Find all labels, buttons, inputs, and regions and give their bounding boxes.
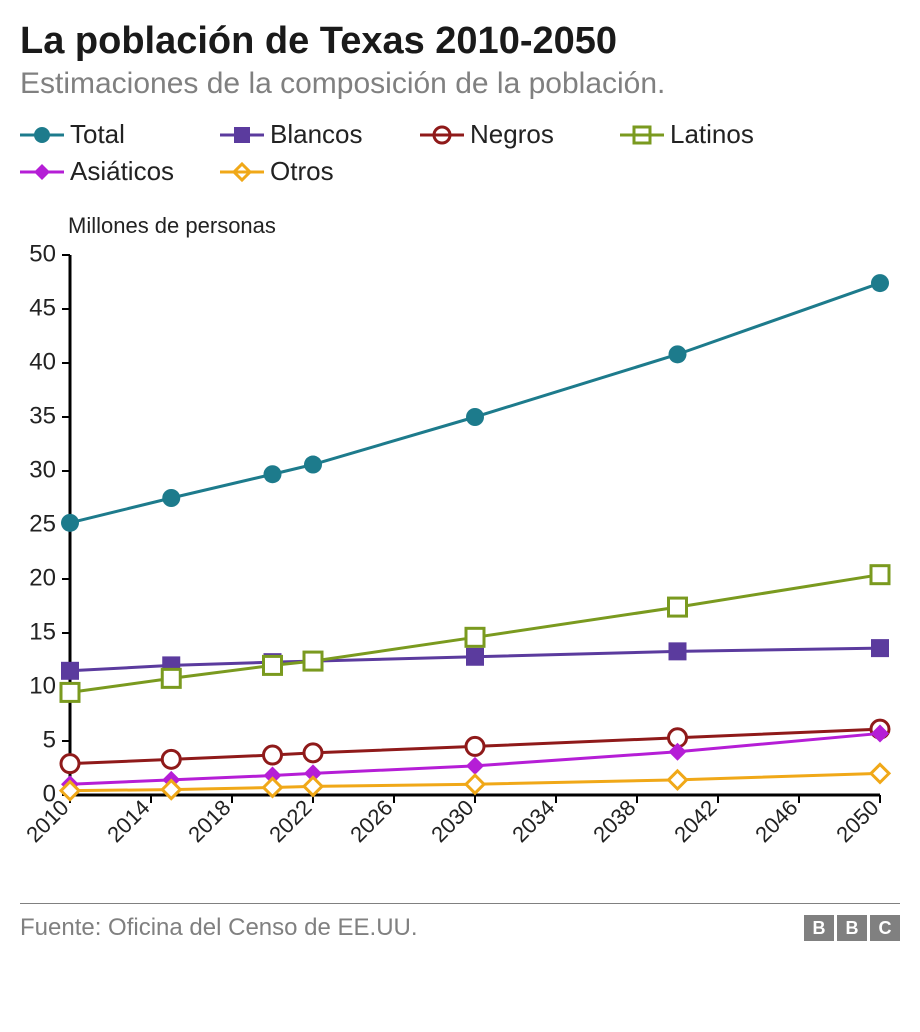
svg-text:2022: 2022	[264, 795, 316, 847]
legend-marker	[20, 162, 64, 182]
svg-text:2010: 2010	[21, 795, 73, 847]
svg-text:15: 15	[29, 618, 56, 645]
legend-item: Blancos	[220, 119, 420, 150]
legend-item: Otros	[220, 156, 420, 187]
svg-text:2042: 2042	[669, 795, 721, 847]
legend-item: Negros	[420, 119, 620, 150]
legend-marker	[220, 125, 264, 145]
svg-text:5: 5	[43, 726, 56, 753]
legend-label: Blancos	[270, 119, 363, 150]
svg-text:2050: 2050	[831, 795, 883, 847]
bbc-logo-letter: C	[870, 915, 900, 941]
legend-item: Latinos	[620, 119, 820, 150]
series-line	[70, 283, 880, 523]
legend-marker	[20, 125, 64, 145]
bbc-logo-letter: B	[837, 915, 867, 941]
svg-text:2014: 2014	[102, 795, 154, 847]
svg-text:25: 25	[29, 510, 56, 537]
footer: Fuente: Oficina del Censo de EE.UU. BBC	[20, 903, 900, 942]
legend-marker	[220, 162, 264, 182]
bbc-logo-letter: B	[804, 915, 834, 941]
legend-label: Otros	[270, 156, 334, 187]
bbc-logo: BBC	[804, 915, 900, 941]
chart-subtitle: Estimaciones de la composición de la pob…	[20, 67, 900, 101]
svg-text:40: 40	[29, 348, 56, 375]
legend-marker	[620, 125, 664, 145]
svg-text:20: 20	[29, 564, 56, 591]
svg-text:2034: 2034	[507, 795, 559, 847]
svg-text:10: 10	[29, 672, 56, 699]
legend-marker	[420, 125, 464, 145]
svg-text:2046: 2046	[750, 795, 802, 847]
svg-text:2038: 2038	[588, 795, 640, 847]
legend-label: Negros	[470, 119, 554, 150]
source-text: Fuente: Oficina del Censo de EE.UU.	[20, 914, 418, 942]
legend-item: Total	[20, 119, 220, 150]
svg-text:2018: 2018	[183, 795, 235, 847]
svg-text:35: 35	[29, 402, 56, 429]
legend-item: Asiáticos	[20, 156, 220, 187]
legend: Total Blancos Negros Latinos Asiáticos Otros	[20, 119, 900, 193]
line-chart-svg: 0510152025303540455020102014201820222026…	[20, 245, 900, 885]
chart-title: La población de Texas 2010-2050	[20, 20, 900, 63]
svg-text:50: 50	[29, 245, 56, 267]
chart-area: 0510152025303540455020102014201820222026…	[20, 245, 900, 885]
legend-label: Total	[70, 119, 125, 150]
svg-text:2030: 2030	[426, 795, 478, 847]
svg-text:2026: 2026	[345, 795, 397, 847]
legend-label: Asiáticos	[70, 156, 174, 187]
svg-text:45: 45	[29, 294, 56, 321]
y-axis-label: Millones de personas	[68, 213, 900, 239]
svg-text:30: 30	[29, 456, 56, 483]
legend-label: Latinos	[670, 119, 754, 150]
